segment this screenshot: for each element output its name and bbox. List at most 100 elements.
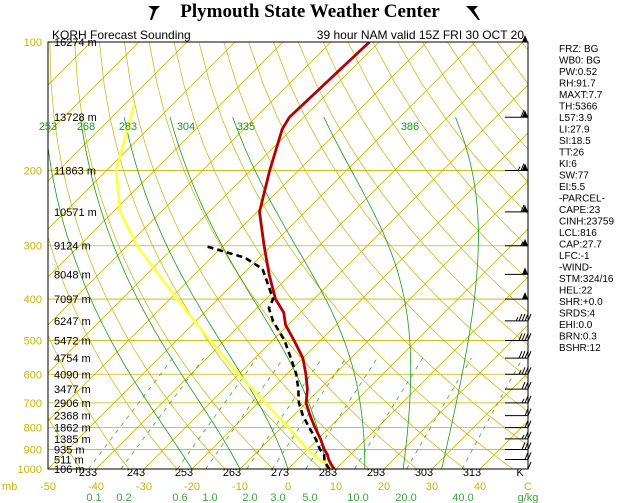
mixing-ratio-label: 1.0 [202,492,217,503]
wind-barb-full [527,408,532,416]
wind-barb-full [521,442,526,450]
mixing-ratio-label: 5.0 [302,492,317,503]
wind-barb-flag [522,267,528,275]
index-line: CAP:27.7 [559,240,602,251]
wind-barb-half [521,398,525,404]
kelvin-tick-label: 303 [415,467,433,479]
index-line: SW:77 [559,171,589,182]
isotherm-line [48,42,284,278]
wind-barb-full [524,350,529,359]
mixing-ratio-label: 10.0 [347,492,368,503]
left-quote-icon [148,6,160,20]
chart-title: Plymouth State Weather Center [180,1,440,22]
mixing-ratio-label: 0.1 [86,492,101,503]
wind-barb-full [521,350,526,359]
height-label: 6247 m [54,316,91,328]
wind-barb-full [524,420,529,428]
wind-barb-full [527,442,532,450]
wind-barb [505,408,532,417]
kelvin-tick-label: 273 [271,467,289,479]
height-label: 9124 m [54,241,91,253]
dry-adiabat-line [198,42,514,469]
isotherm-line [48,42,188,182]
height-label: 13728 m [54,112,97,124]
wind-barb-full [520,204,525,213]
mixing-ratio-label: 0.6 [172,492,187,503]
isotherm-line [143,84,528,469]
pressure-tick-label: 100 [24,37,42,49]
mixing-ratio-label: g/kg [518,492,539,503]
wind-barb-full [524,367,529,375]
index-line: RH:91.7 [559,79,596,90]
wind-barb-full [527,461,532,470]
wind-barb [505,204,528,213]
isotherm-line [48,42,428,422]
index-line: SI:18.5 [559,136,591,147]
isotherm-line [383,324,528,469]
mixing-ratio-line [205,357,284,469]
height-label: 5472 m [54,335,91,347]
dry-adiabat-line [297,42,528,346]
wind-barb [505,292,528,300]
index-line: LCL:816 [559,228,597,239]
height-label: 106 m [54,464,85,476]
dry-adiabat-line [372,42,528,248]
height-label: 4754 m [54,353,91,365]
wind-barb-full [527,420,532,428]
wind-barb [505,431,532,440]
kelvin-tick-label: 263 [223,467,241,479]
temperature-tick-label: 30 [426,481,438,493]
temperature-tick-label: 10 [330,481,342,493]
wind-barb [505,461,532,470]
wind-barb-half [521,434,525,440]
wind-barb-full [520,163,525,171]
isotherm-line [48,42,380,374]
moist-adiabat-line [232,117,366,469]
wind-barb [505,350,532,359]
temperature-tick-label: -30 [136,481,152,493]
mixing-ratio-line [305,357,378,469]
wind-barb-flag [522,110,528,118]
wind-barb-full [520,109,525,118]
index-line: KI:6 [559,159,577,170]
wind-barb-full [521,381,526,390]
dry-adiabat-line [322,42,528,313]
isotherm-line [48,42,236,230]
station-label: KORH Forecast Sounding [52,28,191,42]
pressure-tick-label: 400 [24,294,42,306]
wind-barb [505,163,528,172]
height-label: 3477 m [54,384,91,396]
header: Plymouth State Weather Center KORH Forec… [52,1,524,42]
dry-adiabat-line [124,42,370,469]
index-line: L57:3.9 [559,113,593,124]
index-line: SHR:+0.0 [559,297,603,308]
isotherm-line [191,132,528,469]
kelvin-tick-label: 253 [175,467,193,479]
wind-barb-flag [522,238,528,246]
height-label: 935 m [54,444,85,456]
moist-adiabat-line [323,117,412,469]
wind-barb [505,452,532,460]
index-line: BRN:0.3 [559,332,597,343]
index-line: BSHR:12 [559,343,601,354]
chart-grid [48,42,528,469]
mixing-ratio-line [354,357,424,469]
wind-barb-flag [522,35,528,42]
wind-barb-full [524,381,529,390]
pressure-tick-label: 300 [24,241,42,253]
wind-barb [505,238,528,247]
wind-barb [505,395,532,404]
moist-adiabat-line [123,117,289,469]
height-label: 8048 m [54,269,91,281]
run-label: 39 hour NAM valid 15Z FRI 30 OCT 20 [317,28,525,42]
pressure-tick-label: 700 [24,398,42,410]
index-line: LFC:-1 [559,251,590,262]
index-line: CINH:23759 [559,217,614,228]
height-label: 511 m [54,454,84,466]
wind-barb-full [527,313,532,322]
dry-adiabat-line [347,42,528,280]
temperature-tick-label: -10 [232,481,248,493]
wind-barb [505,35,528,43]
